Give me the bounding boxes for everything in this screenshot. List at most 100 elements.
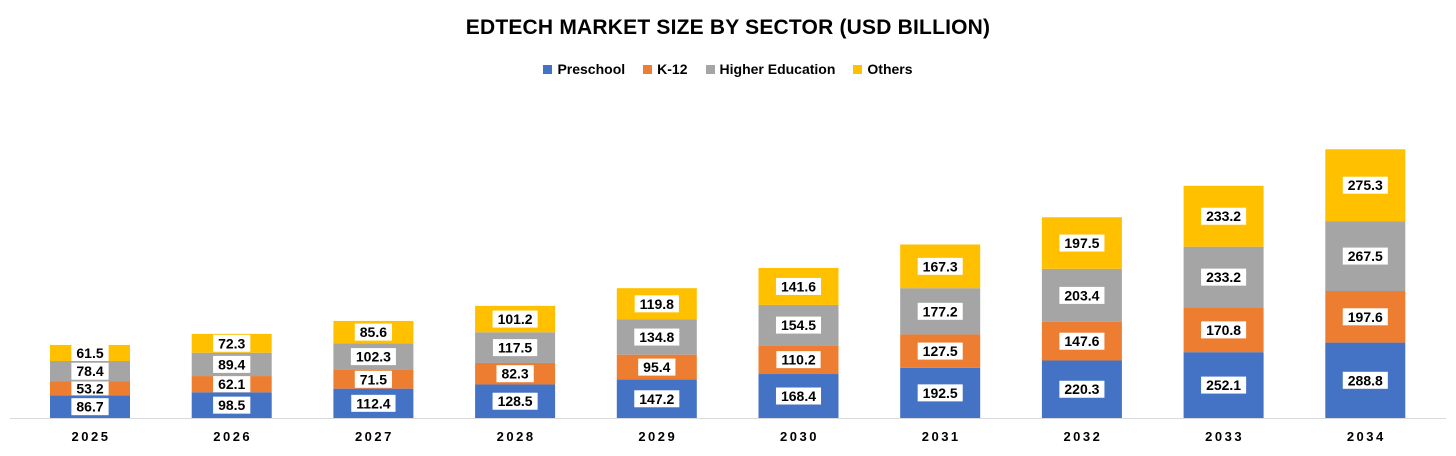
data-label: 72.3 — [218, 335, 245, 351]
data-label-box — [1201, 376, 1247, 394]
x-tick-label: 2025 — [72, 429, 111, 444]
data-label: 82.3 — [501, 366, 528, 382]
legend-label-preschool: Preschool — [557, 61, 626, 77]
data-label-box — [1342, 371, 1388, 389]
data-label: 275.3 — [1348, 177, 1383, 193]
data-label-box — [634, 390, 680, 408]
data-label-box — [1059, 380, 1105, 398]
data-label: 62.1 — [218, 376, 245, 392]
data-label: 177.2 — [923, 303, 958, 319]
data-label-box — [1059, 286, 1105, 304]
data-label: 110.2 — [781, 352, 815, 368]
data-label-box — [775, 387, 822, 405]
data-label-box — [71, 381, 109, 396]
data-label-box — [213, 334, 251, 352]
data-label: 154.5 — [781, 317, 816, 333]
data-label-box — [917, 302, 963, 320]
data-label: 197.6 — [1348, 309, 1383, 325]
x-tick-label: 2034 — [1347, 429, 1386, 444]
data-label-box — [213, 355, 251, 373]
legend-swatch-higher-education — [705, 64, 715, 74]
data-label-box — [213, 396, 251, 414]
data-label-box — [1201, 207, 1247, 225]
x-tick-label: 2027 — [355, 429, 394, 444]
data-label: 101.2 — [498, 311, 533, 327]
data-label-box — [776, 351, 821, 369]
legend-label-others: Others — [867, 61, 913, 77]
data-label: 78.4 — [76, 363, 103, 379]
data-label-box — [917, 257, 963, 275]
legend-swatch-preschool — [543, 64, 553, 74]
x-tick-label: 2029 — [638, 429, 677, 444]
data-label: 267.5 — [1348, 248, 1383, 264]
data-label-box — [71, 398, 109, 416]
data-label-box — [775, 316, 822, 334]
data-label-box — [71, 344, 109, 362]
data-label: 147.2 — [639, 391, 674, 407]
data-label-box — [213, 376, 251, 393]
data-label-box — [492, 310, 538, 328]
legend-item-preschool: Preschool — [543, 61, 625, 77]
data-label: 117.5 — [498, 340, 532, 356]
data-label: 127.5 — [923, 343, 958, 359]
data-label: 112.4 — [356, 395, 390, 411]
legend-item-k12: K-12 — [643, 61, 688, 77]
x-tick-label: 2030 — [780, 429, 819, 444]
legend-swatch-k12 — [643, 64, 653, 74]
data-label: 147.6 — [1064, 333, 1099, 349]
data-label-box — [638, 358, 676, 376]
data-label: 197.5 — [1064, 235, 1099, 251]
data-label: 252.1 — [1206, 377, 1241, 393]
data-label-box — [634, 295, 679, 313]
data-label-box — [775, 277, 822, 295]
data-label: 71.5 — [360, 371, 387, 387]
data-label: 170.8 — [1206, 322, 1241, 338]
data-label-box — [1059, 234, 1105, 252]
data-label-box — [1342, 247, 1388, 265]
data-label: 233.2 — [1206, 269, 1241, 285]
data-label-box — [1342, 308, 1388, 326]
data-label-box — [1201, 321, 1247, 339]
data-label: 167.3 — [923, 258, 958, 274]
x-tick-label: 2031 — [922, 429, 961, 444]
data-label: 95.4 — [643, 359, 670, 375]
x-tick-label: 2033 — [1205, 429, 1244, 444]
data-label-box — [350, 348, 396, 366]
data-label: 102.3 — [356, 349, 391, 365]
legend-item-higher-education: Higher Education — [705, 61, 836, 77]
data-label-box — [634, 328, 680, 346]
data-label: 134.8 — [639, 329, 674, 345]
legend-swatch-others — [853, 64, 863, 74]
data-label: 203.4 — [1064, 287, 1099, 303]
data-label: 233.2 — [1206, 208, 1241, 224]
data-label: 61.5 — [76, 345, 103, 361]
data-label-box — [1201, 268, 1247, 286]
x-tick-label: 2026 — [213, 429, 252, 444]
data-label: 119.8 — [640, 296, 674, 312]
legend-label-higher-education: Higher Education — [719, 61, 836, 77]
data-label: 288.8 — [1348, 372, 1383, 388]
data-label-box — [71, 362, 109, 380]
data-label: 168.4 — [781, 388, 816, 404]
data-label: 86.7 — [76, 399, 103, 415]
data-label-box — [917, 342, 963, 360]
data-label-box — [354, 370, 393, 388]
data-label-box — [496, 365, 534, 383]
data-label-box — [492, 392, 538, 410]
data-label: 192.5 — [923, 385, 958, 401]
data-label-box — [351, 394, 396, 412]
data-label: 128.5 — [498, 393, 533, 409]
x-tick-label: 2028 — [497, 429, 536, 444]
data-label: 141.6 — [781, 278, 816, 294]
data-label-box — [354, 323, 393, 341]
legend-item-others: Others — [853, 61, 913, 77]
legend-label-k12: K-12 — [657, 61, 688, 77]
data-label-box — [492, 339, 538, 357]
data-label: 53.2 — [76, 380, 103, 396]
data-label: 89.4 — [218, 356, 245, 372]
data-label: 85.6 — [360, 324, 387, 340]
x-tick-label: 2032 — [1063, 429, 1102, 444]
chart-legend: Preschool K-12 Higher Education Others — [0, 61, 1456, 77]
data-label-box — [917, 384, 963, 402]
